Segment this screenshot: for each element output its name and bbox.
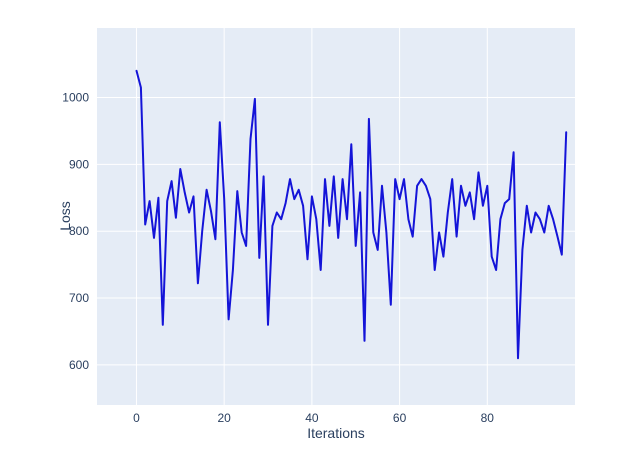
x-tick-label: 80 <box>481 411 495 425</box>
x-tick-label: 0 <box>133 411 140 425</box>
x-tick-label: 60 <box>393 411 407 425</box>
y-tick-label: 700 <box>69 291 89 305</box>
y-axis-title: Loss <box>57 201 73 231</box>
x-tick-label: 40 <box>305 411 319 425</box>
y-tick-label: 800 <box>69 224 89 238</box>
loss-series-line <box>135 69 568 360</box>
y-tick-label: 600 <box>69 358 89 372</box>
x-axis-title: Iterations <box>307 425 365 441</box>
y-tick-label: 900 <box>69 157 89 171</box>
y-tick-label: 1000 <box>62 91 89 105</box>
x-tick-label: 20 <box>217 411 231 425</box>
